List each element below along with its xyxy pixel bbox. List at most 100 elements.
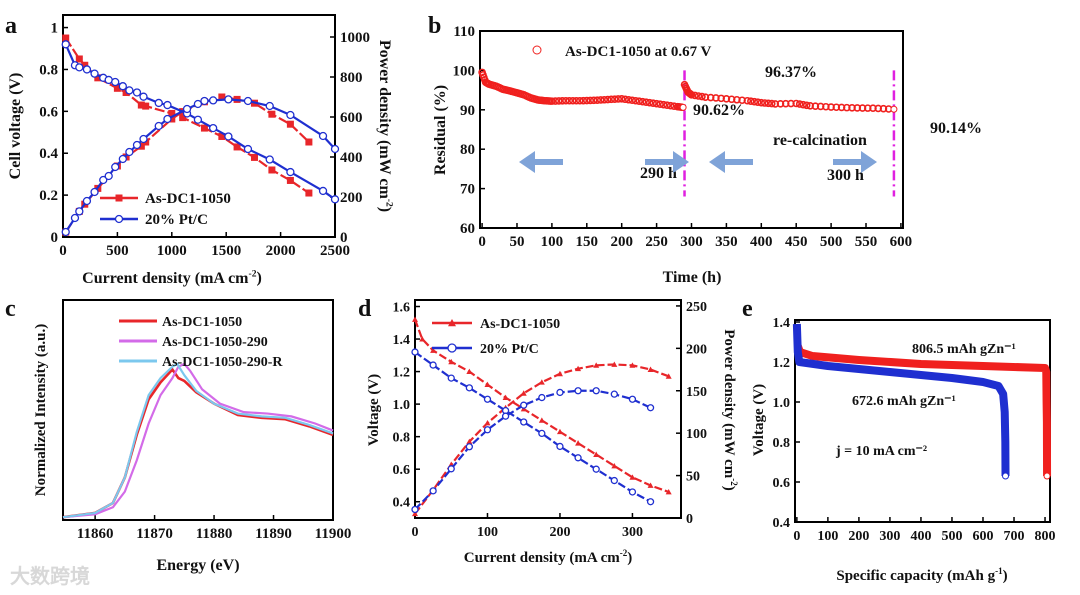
- data-point: [610, 390, 618, 398]
- x-tick-label: 300: [622, 525, 643, 540]
- text-span: Current density (mA cm: [464, 550, 620, 566]
- text-span: ): [627, 550, 632, 566]
- y-tick-label: 0.4: [773, 516, 791, 531]
- x-axis-title-d: Current density (mA cm-2): [464, 548, 632, 566]
- text-span: Power density (mW cm: [721, 329, 737, 479]
- data-point: [90, 69, 99, 78]
- data-point: [647, 366, 654, 372]
- y-axis-title-b: Residual (%): [432, 85, 449, 175]
- data-point: [538, 417, 545, 423]
- data-point: [593, 96, 602, 104]
- x-tick-label: 500: [820, 234, 843, 250]
- annotation-capacity-pt: 672.6 mAh gZn⁻¹: [852, 394, 956, 409]
- data-point: [754, 98, 762, 107]
- y-tick-label: 0.8: [773, 436, 791, 451]
- data-point: [268, 110, 276, 118]
- y2-axis-title-a: Power density (mW cm-2): [376, 40, 394, 212]
- data-point: [111, 162, 120, 172]
- data-point: [628, 395, 637, 403]
- annotation: 90.14%: [930, 120, 982, 137]
- data-point: [137, 142, 145, 150]
- data-point: [593, 362, 600, 368]
- text-span: ): [257, 270, 262, 287]
- arrow-left-icon: [709, 151, 753, 173]
- data-point: [642, 98, 650, 107]
- data-point: [286, 120, 294, 128]
- data-point: [233, 143, 241, 151]
- data-point: [250, 153, 258, 161]
- data-point: [576, 96, 584, 105]
- x-tick-label: 11880: [196, 526, 233, 542]
- series-line: [62, 362, 334, 519]
- y-axis-title-d: Voltage (V): [366, 374, 382, 446]
- y-tick-label: 0.8: [393, 431, 411, 446]
- data-point: [193, 115, 203, 124]
- arrow-right-icon: [645, 151, 689, 173]
- data-point: [575, 365, 582, 372]
- data-point: [466, 438, 473, 445]
- data-point: [579, 96, 588, 105]
- annotation: 290 h: [640, 165, 677, 182]
- y-tick-label: 0.4: [393, 496, 411, 511]
- y-tick-label: 0.6: [39, 104, 58, 120]
- data-point: [111, 77, 120, 87]
- y-tick-label: 70: [460, 182, 475, 198]
- data-point: [575, 440, 582, 446]
- data-point: [419, 336, 426, 342]
- text-span: -2: [729, 478, 739, 486]
- data-point: [629, 362, 636, 368]
- data-point: [548, 97, 556, 105]
- data-point: [305, 189, 313, 197]
- text-span: Specific capacity (mAh g: [836, 568, 995, 584]
- data-point: [447, 465, 455, 473]
- series-c-as-dc1-1050-290: [62, 362, 334, 519]
- annotation-capacity-as: 806.5 mAh gZn⁻¹: [912, 342, 1016, 357]
- data-point: [629, 474, 636, 480]
- y-axis-title-e: Voltage (V): [751, 384, 767, 456]
- data-point: [628, 96, 636, 105]
- data-point: [638, 97, 647, 106]
- legend-label: As-DC1-1050: [480, 317, 560, 332]
- data-point: [760, 99, 769, 107]
- data-point: [645, 98, 654, 107]
- x-tick-label: 2500: [320, 243, 350, 259]
- panel-label-b: b: [428, 13, 441, 39]
- data-point: [318, 186, 328, 196]
- y-tick-label: 0.6: [773, 476, 791, 491]
- data-point: [75, 207, 84, 216]
- data-point: [465, 443, 474, 451]
- data-point: [179, 114, 187, 122]
- data-point: [104, 171, 113, 181]
- data-point: [163, 114, 172, 124]
- y-tick-label: 60: [460, 221, 475, 237]
- legend-label: As-DC1-1050 at 0.67 V: [565, 44, 712, 60]
- plot-frame-a: [62, 14, 336, 238]
- data-point: [610, 95, 619, 103]
- data-point: [154, 121, 163, 131]
- legend-label: As-DC1-1050: [162, 315, 242, 330]
- data-point: [666, 101, 675, 110]
- data-point: [200, 96, 209, 106]
- data-point: [659, 100, 668, 109]
- x-tick-label: 450: [785, 234, 808, 250]
- x-tick-label: 0: [478, 234, 486, 250]
- data-point: [465, 384, 474, 392]
- data-point: [679, 103, 687, 111]
- data-point: [132, 88, 142, 97]
- y-tick-label: 1.0: [393, 398, 411, 413]
- data-point: [62, 34, 70, 42]
- data-point: [118, 154, 127, 164]
- data-point: [747, 97, 755, 106]
- x-tick-label: 1000: [157, 243, 187, 259]
- x-tick-label: 200: [610, 234, 633, 250]
- data-point: [82, 65, 92, 74]
- y-tick-label: 0.2: [39, 188, 58, 204]
- data-point: [70, 213, 80, 223]
- data-point: [691, 91, 699, 100]
- x-tick-label: 200: [549, 525, 570, 540]
- data-point: [137, 101, 145, 109]
- data-point: [555, 97, 563, 105]
- data-point: [318, 131, 328, 141]
- data-point: [218, 132, 226, 140]
- data-point: [621, 95, 629, 104]
